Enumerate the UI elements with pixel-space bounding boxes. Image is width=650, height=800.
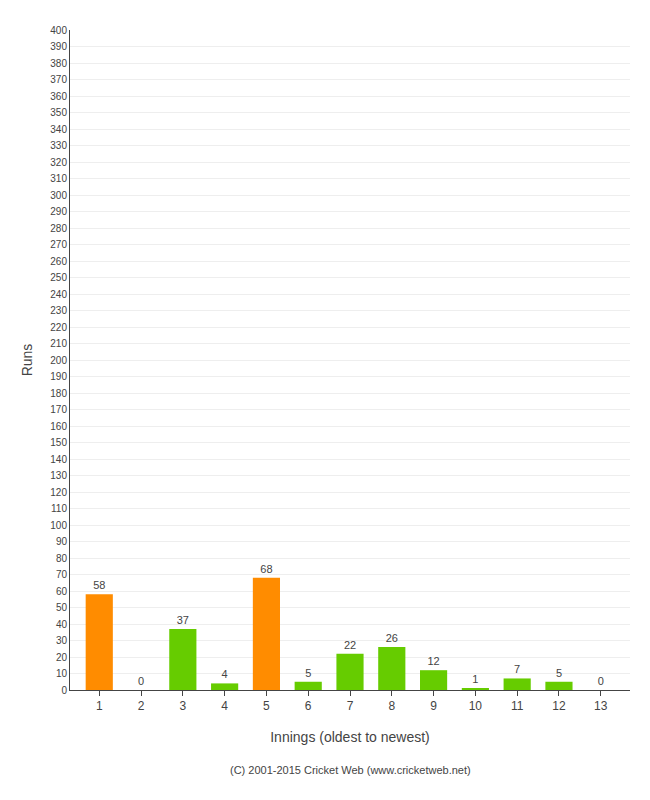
svg-text:260: 260 bbox=[50, 256, 67, 267]
svg-text:180: 180 bbox=[50, 388, 67, 399]
svg-text:0: 0 bbox=[138, 675, 144, 687]
svg-text:320: 320 bbox=[50, 157, 67, 168]
svg-text:9: 9 bbox=[430, 699, 437, 713]
svg-text:7: 7 bbox=[514, 663, 520, 675]
svg-text:40: 40 bbox=[56, 619, 68, 630]
svg-text:270: 270 bbox=[50, 239, 67, 250]
svg-text:10: 10 bbox=[469, 699, 483, 713]
svg-text:340: 340 bbox=[50, 124, 67, 135]
svg-text:240: 240 bbox=[50, 289, 67, 300]
svg-text:58: 58 bbox=[93, 579, 105, 591]
svg-text:70: 70 bbox=[56, 569, 68, 580]
svg-text:12: 12 bbox=[552, 699, 566, 713]
svg-text:370: 370 bbox=[50, 74, 67, 85]
svg-text:250: 250 bbox=[50, 272, 67, 283]
svg-text:1: 1 bbox=[96, 699, 103, 713]
svg-text:210: 210 bbox=[50, 338, 67, 349]
svg-text:(C) 2001-2015 Cricket Web (www: (C) 2001-2015 Cricket Web (www.cricketwe… bbox=[230, 764, 471, 776]
svg-text:2: 2 bbox=[138, 699, 145, 713]
svg-text:130: 130 bbox=[50, 470, 67, 481]
svg-text:5: 5 bbox=[305, 667, 311, 679]
svg-text:140: 140 bbox=[50, 454, 67, 465]
svg-text:Runs: Runs bbox=[19, 344, 35, 377]
svg-text:360: 360 bbox=[50, 91, 67, 102]
svg-text:190: 190 bbox=[50, 371, 67, 382]
svg-text:30: 30 bbox=[56, 635, 68, 646]
svg-text:4: 4 bbox=[221, 699, 228, 713]
svg-text:110: 110 bbox=[51, 503, 67, 514]
svg-text:10: 10 bbox=[56, 668, 68, 679]
svg-text:160: 160 bbox=[50, 421, 67, 432]
svg-text:12: 12 bbox=[427, 655, 439, 667]
svg-text:1: 1 bbox=[472, 673, 478, 685]
svg-text:Innings (oldest to newest): Innings (oldest to newest) bbox=[270, 729, 430, 745]
svg-text:310: 310 bbox=[50, 173, 67, 184]
svg-text:13: 13 bbox=[594, 699, 608, 713]
svg-text:37: 37 bbox=[177, 614, 189, 626]
svg-text:400: 400 bbox=[50, 25, 67, 36]
svg-text:300: 300 bbox=[50, 190, 67, 201]
svg-text:6: 6 bbox=[305, 699, 312, 713]
svg-text:0: 0 bbox=[61, 685, 67, 696]
svg-text:20: 20 bbox=[56, 652, 68, 663]
svg-text:100: 100 bbox=[50, 520, 67, 531]
svg-text:80: 80 bbox=[56, 553, 68, 564]
svg-text:390: 390 bbox=[50, 41, 67, 52]
svg-text:4: 4 bbox=[222, 668, 228, 680]
svg-text:330: 330 bbox=[50, 140, 67, 151]
svg-text:68: 68 bbox=[260, 563, 272, 575]
svg-text:5: 5 bbox=[556, 667, 562, 679]
svg-text:11: 11 bbox=[511, 699, 524, 713]
svg-text:0: 0 bbox=[598, 675, 604, 687]
svg-text:7: 7 bbox=[347, 699, 354, 713]
svg-text:26: 26 bbox=[386, 632, 398, 644]
svg-text:280: 280 bbox=[50, 223, 67, 234]
svg-text:290: 290 bbox=[50, 206, 67, 217]
svg-text:8: 8 bbox=[388, 699, 395, 713]
svg-text:60: 60 bbox=[56, 586, 68, 597]
svg-text:50: 50 bbox=[56, 602, 68, 613]
svg-text:380: 380 bbox=[50, 58, 67, 69]
svg-text:22: 22 bbox=[344, 639, 356, 651]
svg-text:200: 200 bbox=[50, 355, 67, 366]
svg-text:3: 3 bbox=[179, 699, 186, 713]
svg-text:120: 120 bbox=[50, 487, 67, 498]
svg-text:350: 350 bbox=[50, 107, 67, 118]
svg-text:150: 150 bbox=[50, 437, 67, 448]
svg-text:230: 230 bbox=[50, 305, 67, 316]
svg-text:170: 170 bbox=[50, 404, 67, 415]
svg-text:5: 5 bbox=[263, 699, 270, 713]
svg-text:220: 220 bbox=[50, 322, 67, 333]
svg-text:90: 90 bbox=[56, 536, 68, 547]
